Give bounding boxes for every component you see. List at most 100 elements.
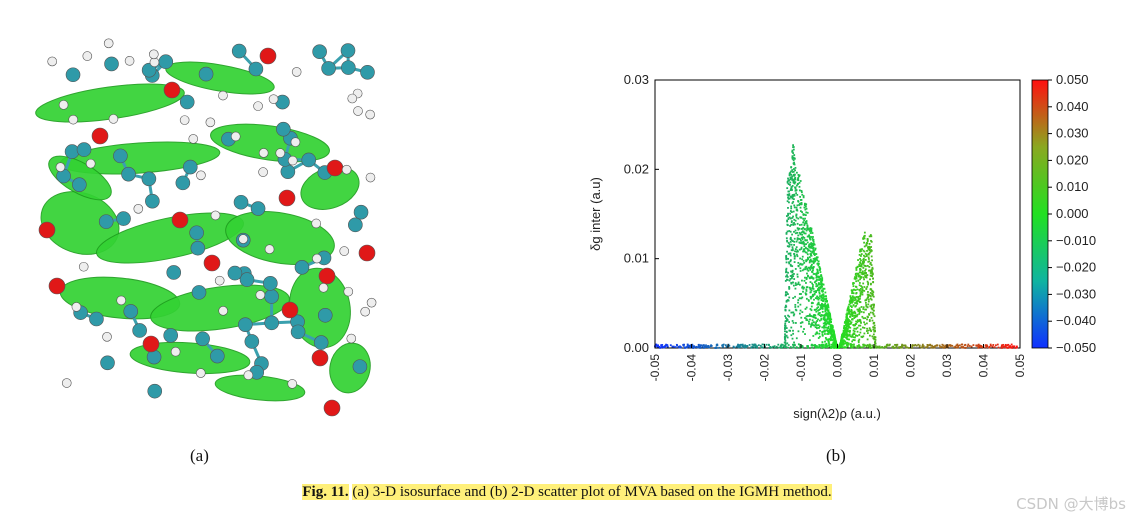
scatter-point	[861, 286, 864, 289]
scatter-point	[794, 282, 797, 285]
scatter-point	[797, 234, 800, 237]
scatter-point	[827, 315, 830, 318]
scatter-point	[848, 319, 850, 321]
scatter-point	[845, 332, 848, 334]
scatter-point	[955, 346, 958, 349]
scatter-point	[786, 276, 789, 278]
scatter-point	[848, 323, 851, 325]
scatter-point	[953, 346, 956, 349]
scatter-point	[806, 286, 809, 288]
scatter-point	[855, 323, 858, 325]
scatter-point	[809, 228, 811, 230]
oxygen-atom	[203, 254, 221, 272]
scatter-point	[788, 201, 790, 204]
scatter-point	[866, 250, 868, 252]
scatter-point	[658, 345, 661, 348]
scatter-point	[784, 344, 787, 347]
hydrogen-atom	[149, 49, 159, 60]
scatter-point	[808, 286, 811, 289]
scatter-point	[1002, 343, 1005, 346]
scatter-point	[702, 347, 705, 349]
colorbar-tick-label: 0.010	[1056, 179, 1089, 194]
carbon-atom	[72, 177, 87, 192]
scatter-point	[829, 315, 832, 318]
scatter-point	[789, 260, 792, 263]
scatter-point	[801, 193, 804, 196]
scatter-point	[830, 332, 833, 334]
scatter-point	[820, 296, 823, 299]
scatter-point	[674, 346, 677, 348]
scatter-point	[831, 330, 834, 333]
scatter-point	[819, 295, 821, 297]
scatter-point	[793, 168, 795, 170]
scatter-point	[880, 346, 883, 349]
scatter-point	[860, 264, 863, 267]
scatter-point	[791, 216, 794, 219]
scatter-point	[789, 278, 792, 280]
scatter-point	[797, 177, 799, 180]
scatter-point	[819, 287, 822, 290]
scatter-point	[802, 226, 805, 229]
scatter-point	[845, 324, 847, 326]
scatter-point	[797, 265, 800, 268]
scatter-point	[790, 223, 793, 226]
scatter-point	[805, 207, 808, 210]
scatter-point	[816, 269, 819, 272]
carbon-atom	[132, 323, 147, 338]
scatter-point	[838, 346, 841, 349]
scatter-point	[817, 298, 820, 301]
hydrogen-atom	[312, 253, 322, 264]
scatter-point	[813, 298, 815, 301]
scatter-point	[806, 227, 808, 230]
scatter-point	[820, 284, 823, 287]
scatter-point	[964, 346, 967, 349]
scatter-point	[810, 275, 813, 278]
scatter-point	[863, 327, 866, 329]
scatter-point	[985, 346, 988, 349]
scatter-point	[797, 305, 800, 308]
scatter-point	[873, 321, 876, 324]
scatter-point	[845, 326, 848, 328]
scatter-point	[792, 200, 795, 203]
scatter-point	[733, 346, 736, 349]
scatter-point	[821, 305, 824, 308]
scatter-point	[856, 347, 859, 349]
scatter-point	[693, 345, 695, 348]
scatter-point	[790, 326, 793, 329]
scatter-point	[810, 246, 813, 249]
scatter-point	[858, 253, 861, 256]
scatter-point	[823, 304, 826, 306]
scatter-point	[798, 283, 801, 286]
carbon-atom	[248, 61, 264, 77]
scatter-point	[845, 333, 847, 336]
scatter-point	[901, 346, 903, 349]
scatter-point	[858, 311, 861, 314]
scatter-point	[858, 300, 861, 303]
scatter-points	[654, 144, 1018, 349]
scatter-point	[787, 346, 789, 349]
scatter-point	[791, 311, 794, 314]
scatter-point	[852, 297, 855, 299]
scatter-point	[819, 277, 822, 280]
scatter-point	[862, 317, 865, 320]
scatter-point	[862, 282, 865, 285]
scatter-point	[896, 343, 899, 346]
scatter-point	[817, 309, 819, 312]
hydrogen-atom	[318, 282, 329, 293]
scatter-point	[795, 337, 798, 340]
scatter-point	[850, 306, 853, 309]
carbon-atom	[113, 148, 128, 164]
y-axis-label: δg inter (a.u)	[588, 177, 603, 251]
scatter-point	[868, 320, 871, 322]
scatter-point	[828, 312, 830, 315]
scatter-point	[1007, 343, 1010, 346]
scatter-point	[810, 343, 813, 346]
scatter-point	[881, 346, 884, 348]
scatter-point	[859, 297, 861, 300]
scatter-point	[853, 317, 856, 319]
scatter-point	[818, 286, 820, 289]
scatter-point	[871, 346, 874, 349]
scatter-point	[810, 243, 813, 246]
scatter-point	[816, 307, 819, 309]
hydrogen-atom	[68, 114, 79, 125]
